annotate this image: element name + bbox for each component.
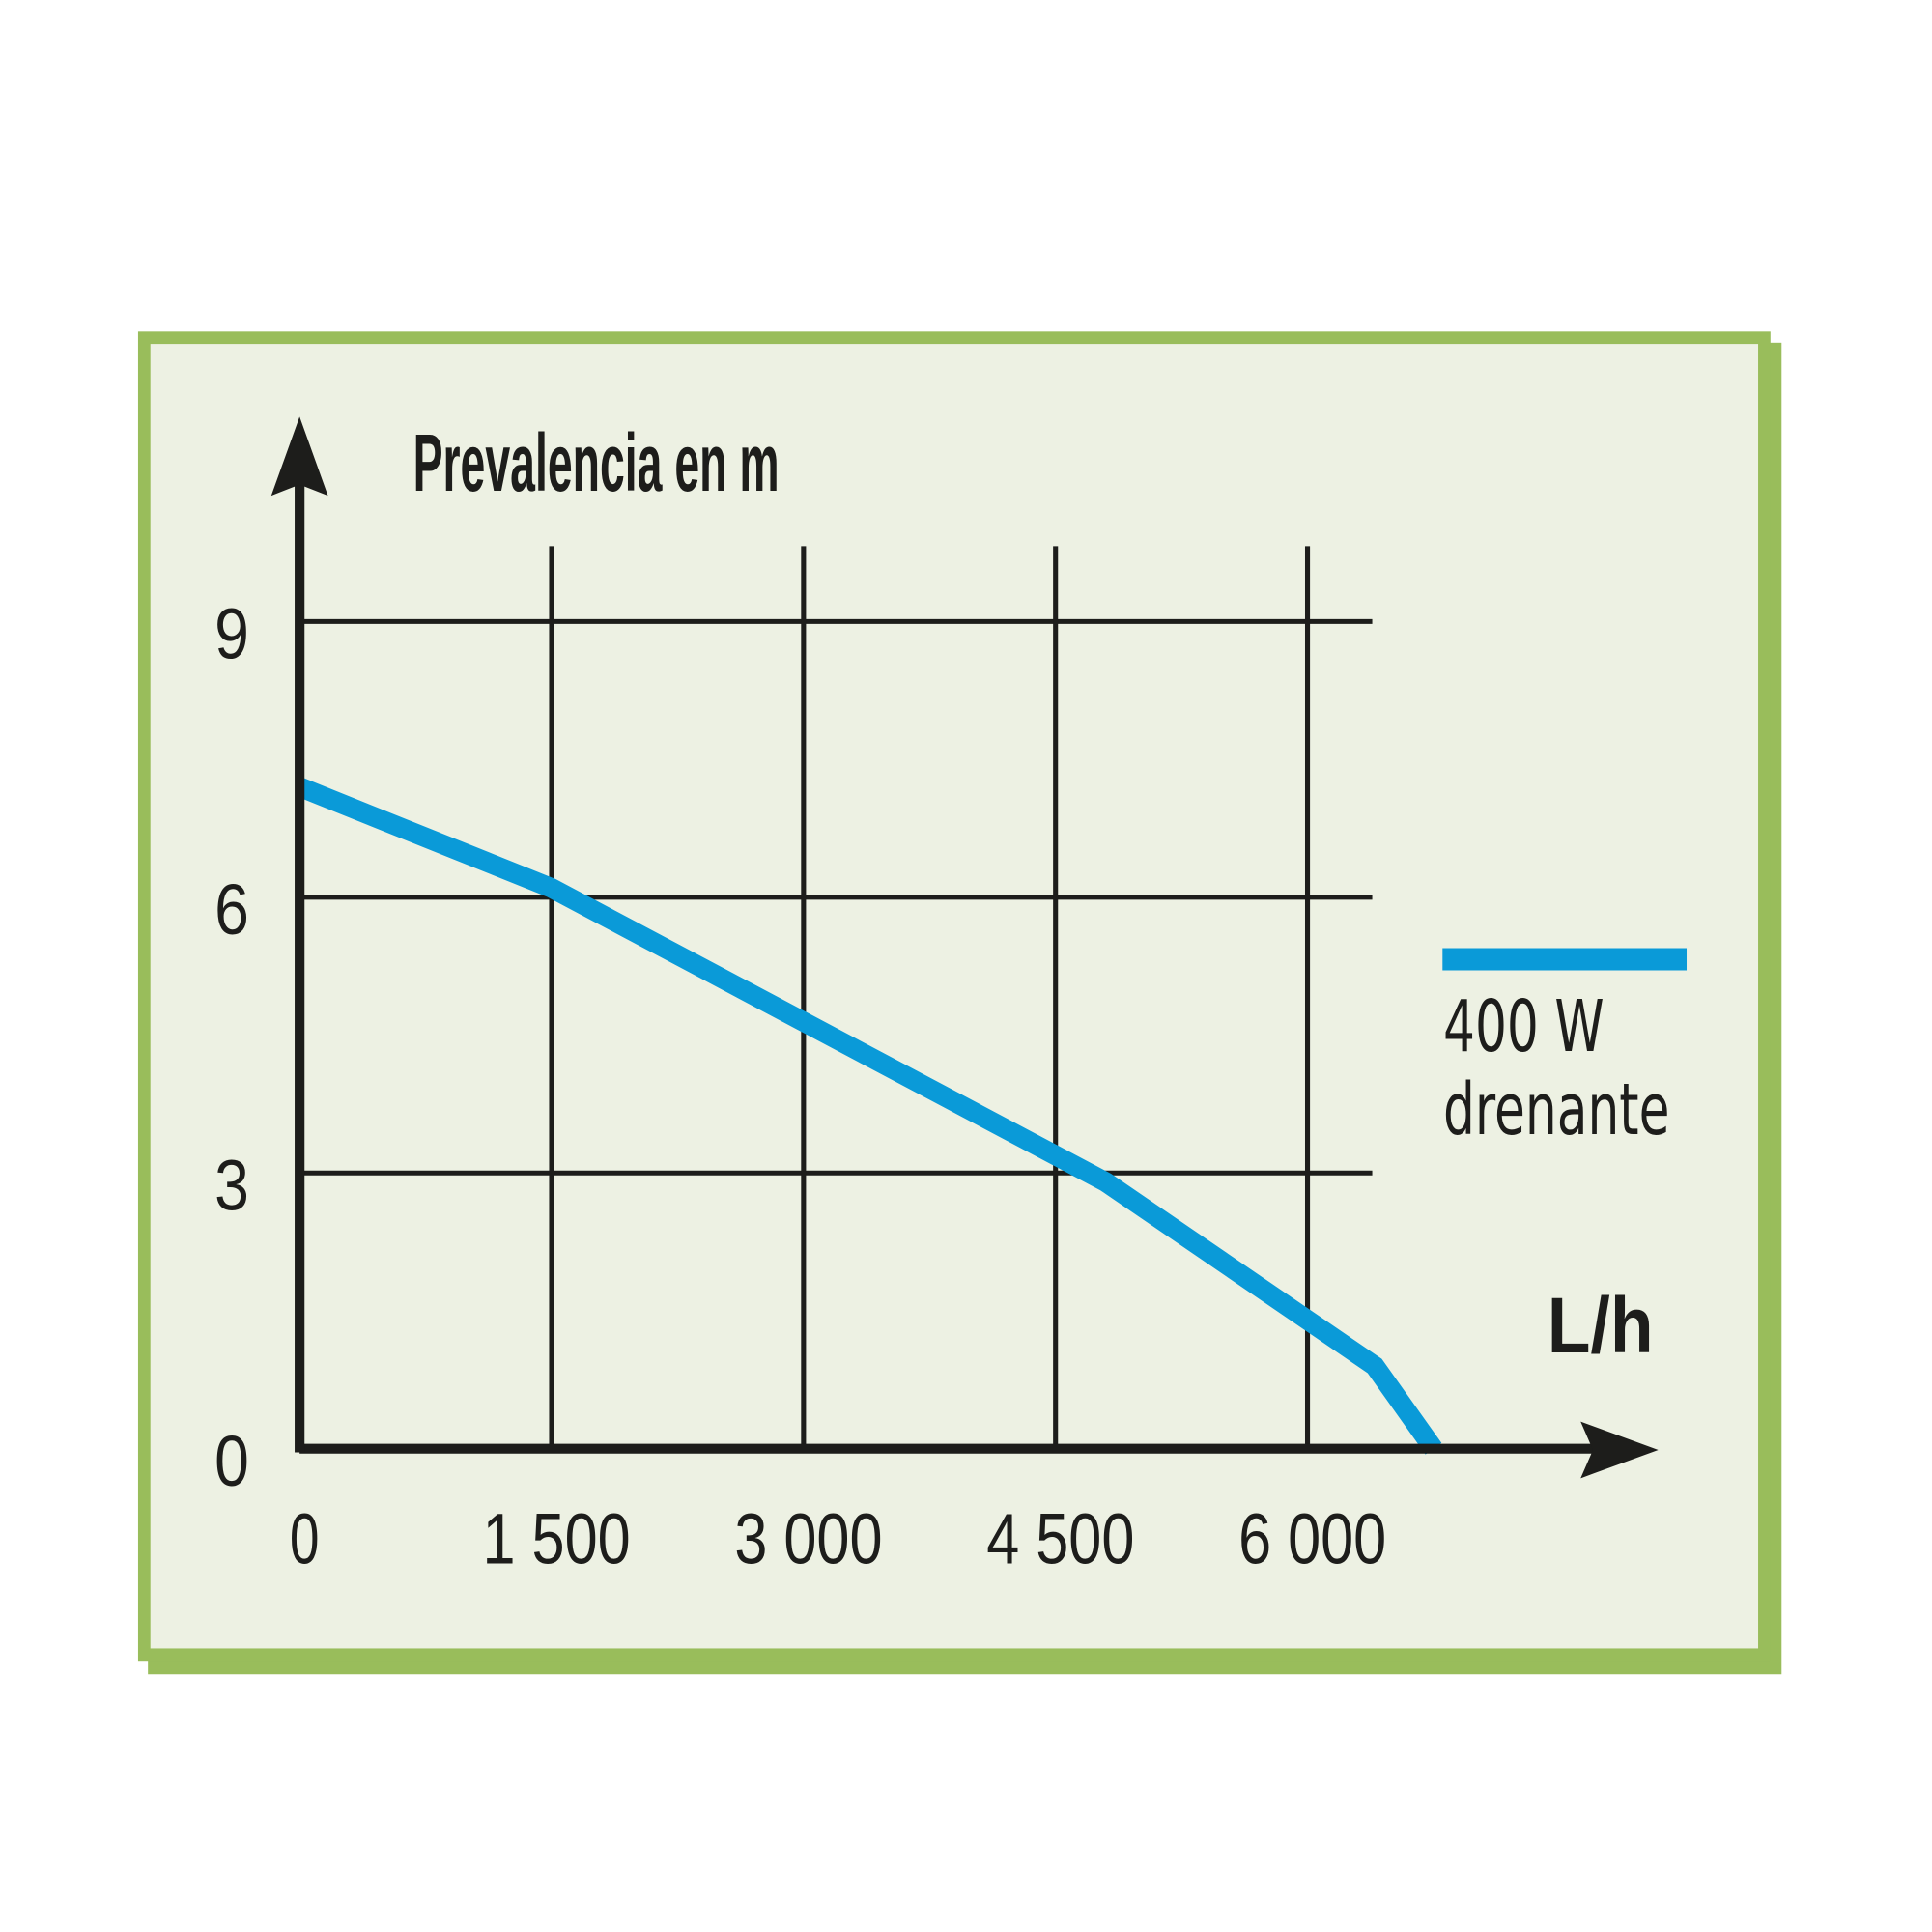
chart-title: Prevalencia en m — [413, 417, 780, 508]
x-tick-label: 1 500 — [483, 1498, 631, 1578]
frame — [137, 331, 1771, 1662]
x-tick-label: 6 000 — [1238, 1498, 1386, 1578]
plot — [296, 778, 1442, 1455]
x-tick-label: 3 000 — [734, 1498, 882, 1578]
y-tick-label: 6 — [214, 869, 249, 950]
legend-label: 400 W drenante — [1443, 985, 1670, 1151]
series-line — [296, 778, 1442, 1455]
x-tick-label: 4 500 — [986, 1498, 1134, 1578]
axes — [270, 416, 1659, 1479]
y-tick-label: 3 — [214, 1146, 249, 1226]
grid — [299, 546, 1373, 1449]
y-tick-label: 0 — [214, 1421, 249, 1501]
x-axis-arrow — [1580, 1421, 1659, 1479]
x-tick-label: 0 — [290, 1498, 320, 1578]
x-axis-label: L/h — [1548, 1282, 1654, 1370]
y-axis-arrow — [270, 416, 328, 497]
y-tick-label: 9 — [214, 594, 249, 674]
